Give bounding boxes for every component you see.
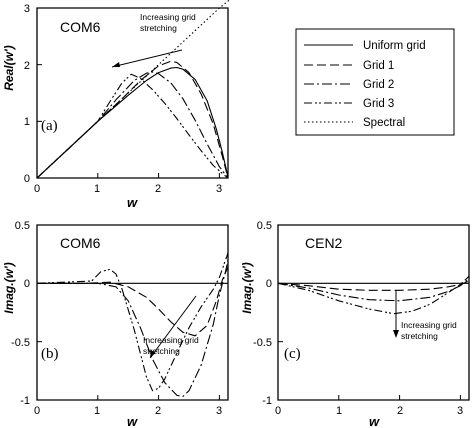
panel-b-ylabel: Imag.(w') <box>2 262 16 314</box>
panel-a-ytick-label: 1 <box>24 116 30 128</box>
panel-b-xtick-label: 0 <box>34 405 40 417</box>
legend-label: Grid 3 <box>363 98 394 110</box>
legend-box <box>295 28 455 136</box>
panel-b-label: (b) <box>41 346 59 362</box>
panel-b-xtick-label: 2 <box>155 405 161 417</box>
panel-c-ylabel: Imag.(w') <box>240 262 254 314</box>
series-line-uniform-grid <box>36 66 229 179</box>
panel-b-arrowhead <box>150 350 156 358</box>
panel-b-series <box>36 252 229 398</box>
legend-label: Spectral <box>363 117 405 129</box>
panel-a-title: COM6 <box>60 19 101 35</box>
panel-b-title: COM6 <box>60 235 101 251</box>
panel-b-annotation-line1: Increasing grid <box>143 335 199 345</box>
panel-b-xtick-label: 3 <box>216 405 222 417</box>
panel-b-ytick-label: -0.5 <box>11 337 30 349</box>
panel-c-xlabel: w <box>369 414 380 428</box>
panel-b: 0 1 2 3 0.5 0 -0.5 -1 w Imag.(w') COM6 (… <box>2 220 229 428</box>
legend-label: Grid 1 <box>363 60 394 72</box>
panel-b-annotation-arrow <box>149 295 197 359</box>
series-line-grid-3 <box>36 73 229 179</box>
series-line-grid-2 <box>277 278 470 302</box>
panel-c-annotation-line2: stretching <box>401 331 438 341</box>
panel-b-axes-frame <box>36 224 229 401</box>
panel-c-xtick-label: 2 <box>397 405 403 417</box>
panel-c-axes-frame <box>277 224 470 401</box>
series-line-grid-3 <box>277 275 470 315</box>
panel-a-label: (a) <box>41 118 58 134</box>
legend-label: Grid 2 <box>363 79 394 91</box>
panel-c-ytick-label: 0.5 <box>257 220 272 232</box>
legend-entry-grid2: Grid 2 <box>304 79 394 91</box>
panel-a-ytick-label: 0 <box>24 173 30 185</box>
panel-a-xtick-label: 2 <box>155 183 161 195</box>
panel-c-ytick-label: -1 <box>262 395 272 407</box>
legend-entry-grid3: Grid 3 <box>304 98 394 110</box>
legend: Uniform grid Grid 1 Grid 2 Grid 3 Spectr… <box>295 28 455 136</box>
panel-a-annotation-line2: stretching <box>140 23 177 33</box>
panel-c-ytick-label: 0 <box>266 278 272 290</box>
series-line-grid-1 <box>37 266 229 337</box>
panel-b-ytick-label: 0.5 <box>15 220 30 232</box>
panel-a-annotation-arrow <box>111 49 183 68</box>
panel-a-xtick-label: 0 <box>34 183 40 195</box>
panel-a-ticks <box>36 7 220 179</box>
panel-c-ticks <box>277 224 461 401</box>
series-line-grid-1 <box>36 60 229 179</box>
series-line-grid-2 <box>37 259 229 398</box>
panel-a-ytick-label: 2 <box>24 60 30 72</box>
panel-c-xtick-label: 0 <box>275 405 281 417</box>
series-line-grid-3 <box>36 252 229 392</box>
panel-a-ylabel: Real(w') <box>2 45 16 91</box>
panel-a-arrowhead <box>112 62 120 67</box>
series-line-grid-1 <box>277 280 470 291</box>
panel-a: 1 0 2 3 0 1 2 3 w Real(w') COM6 (a) Incr… <box>2 0 230 210</box>
panel-b-annotation-line2: stretching <box>143 346 180 356</box>
panel-c-arrowhead <box>393 330 399 338</box>
legend-entry-grid1: Grid 1 <box>304 60 394 72</box>
panel-a-xtick-label: 1 <box>94 183 100 195</box>
panel-b-xlabel: w <box>127 414 138 428</box>
panel-c: 0 1 2 3 0.5 0 -0.5 -1 w Imag.(w') CEN2 (… <box>240 220 470 428</box>
panel-b-xtick-label: 1 <box>94 405 100 417</box>
panel-a-xlabel: w <box>127 195 138 210</box>
panel-b-ticks <box>36 224 220 401</box>
panel-c-xtick-label: 1 <box>336 405 342 417</box>
panel-a-xtick-label: 3 <box>216 183 222 195</box>
legend-label: Uniform grid <box>363 40 426 52</box>
panel-c-ytick-label: -0.5 <box>253 337 272 349</box>
panel-c-series <box>277 275 470 315</box>
panel-c-label: (c) <box>284 346 301 362</box>
panel-c-annotation-line1: Increasing grid <box>401 320 457 330</box>
legend-entry-uniform: Uniform grid <box>304 40 426 52</box>
panel-c-xtick-label: 3 <box>457 405 463 417</box>
panel-c-title: CEN2 <box>305 235 343 251</box>
panel-a-annotation-line1: Increasing grid <box>140 12 196 22</box>
panel-a-ytick-label: 3 <box>24 3 30 15</box>
panel-b-ytick-label: -1 <box>20 395 30 407</box>
panel-b-ytick-label: 0 <box>24 278 30 290</box>
legend-entry-spectral: Spectral <box>304 117 405 129</box>
